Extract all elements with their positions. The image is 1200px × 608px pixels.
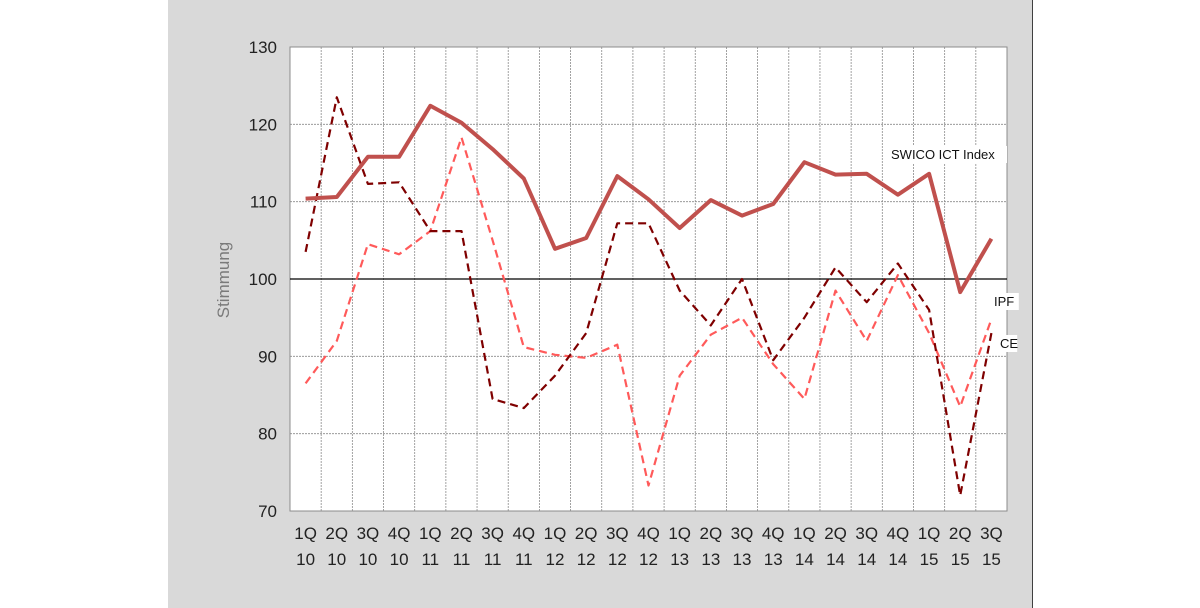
x-tick-label-quarter: 3Q: [855, 524, 878, 543]
x-tick-label-quarter: 3Q: [481, 524, 504, 543]
x-tick-label-quarter: 3Q: [606, 524, 629, 543]
x-tick-label-year: 12: [577, 550, 596, 569]
x-tick-label-year: 15: [920, 550, 939, 569]
x-tick-label-quarter: 3Q: [980, 524, 1003, 543]
x-tick-label-quarter: 4Q: [637, 524, 660, 543]
x-tick-label-year: 14: [857, 550, 876, 569]
x-tick-label-quarter: 2Q: [450, 524, 473, 543]
x-tick-label-year: 11: [453, 550, 471, 569]
x-tick-label-quarter: 4Q: [388, 524, 411, 543]
x-tick-label-quarter: 4Q: [762, 524, 785, 543]
x-tick-label-year: 12: [546, 550, 565, 569]
x-tick-label-quarter: 2Q: [575, 524, 598, 543]
series-label-ce: CE: [1000, 336, 1018, 351]
x-tick-label-year: 10: [358, 550, 377, 569]
x-tick-label-quarter: 1Q: [544, 524, 567, 543]
x-tick-label-quarter: 3Q: [357, 524, 380, 543]
x-tick-label-quarter: 1Q: [918, 524, 941, 543]
x-tick-label-year: 11: [515, 550, 533, 569]
x-tick-label-quarter: 1Q: [793, 524, 816, 543]
x-tick-label-year: 15: [951, 550, 970, 569]
series-line-ipf: [304, 96, 993, 497]
x-tick-label-year: 15: [982, 550, 1001, 569]
x-tick-label-year: 13: [764, 550, 783, 569]
x-tick-label-year: 13: [701, 550, 720, 569]
x-tick-label-year: 10: [296, 550, 315, 569]
y-tick-label: 80: [258, 425, 277, 444]
panel-divider: [1032, 0, 1033, 608]
y-tick-label: 100: [249, 270, 277, 289]
y-tick-label: 130: [249, 38, 277, 57]
x-tick-label-quarter: 2Q: [949, 524, 972, 543]
x-tick-label-year: 10: [327, 550, 346, 569]
x-tick-label-year: 11: [484, 550, 502, 569]
x-tick-label-quarter: 4Q: [887, 524, 910, 543]
y-tick-label: 90: [258, 347, 277, 366]
x-tick-label-quarter: 2Q: [325, 524, 348, 543]
x-tick-label-quarter: 2Q: [700, 524, 723, 543]
x-tick-label-quarter: 1Q: [294, 524, 317, 543]
series-label-swico-ict-index: SWICO ICT Index: [891, 147, 995, 162]
x-tick-label-quarter: 1Q: [419, 524, 442, 543]
series-line-swico-ict-index: [305, 103, 994, 295]
x-tick-label-year: 10: [390, 550, 409, 569]
y-tick-label: 70: [258, 502, 277, 521]
x-tick-label-year: 13: [670, 550, 689, 569]
y-tick-label: 110: [250, 193, 277, 212]
series-label-ipf: IPF: [994, 294, 1014, 309]
x-tick-label-quarter: 4Q: [512, 524, 535, 543]
series-label-bg-swico-ict-index: [889, 146, 1007, 163]
x-tick-label-year: 11: [421, 550, 439, 569]
x-tick-label-quarter: 2Q: [824, 524, 847, 543]
x-tick-label-year: 14: [826, 550, 845, 569]
series-line-ce: [304, 136, 993, 487]
x-tick-label-year: 13: [733, 550, 752, 569]
x-tick-label-year: 12: [608, 550, 627, 569]
x-tick-label-year: 14: [795, 550, 814, 569]
x-tick-label-year: 14: [888, 550, 907, 569]
series-label-bg-ipf: [992, 293, 1019, 310]
x-tick-label-year: 12: [639, 550, 658, 569]
y-axis-title: Stimmung: [214, 242, 233, 319]
x-tick-label-quarter: 3Q: [731, 524, 754, 543]
x-tick-label-quarter: 1Q: [668, 524, 691, 543]
series-label-bg-ce: [998, 335, 1018, 352]
y-tick-label: 120: [249, 115, 277, 134]
